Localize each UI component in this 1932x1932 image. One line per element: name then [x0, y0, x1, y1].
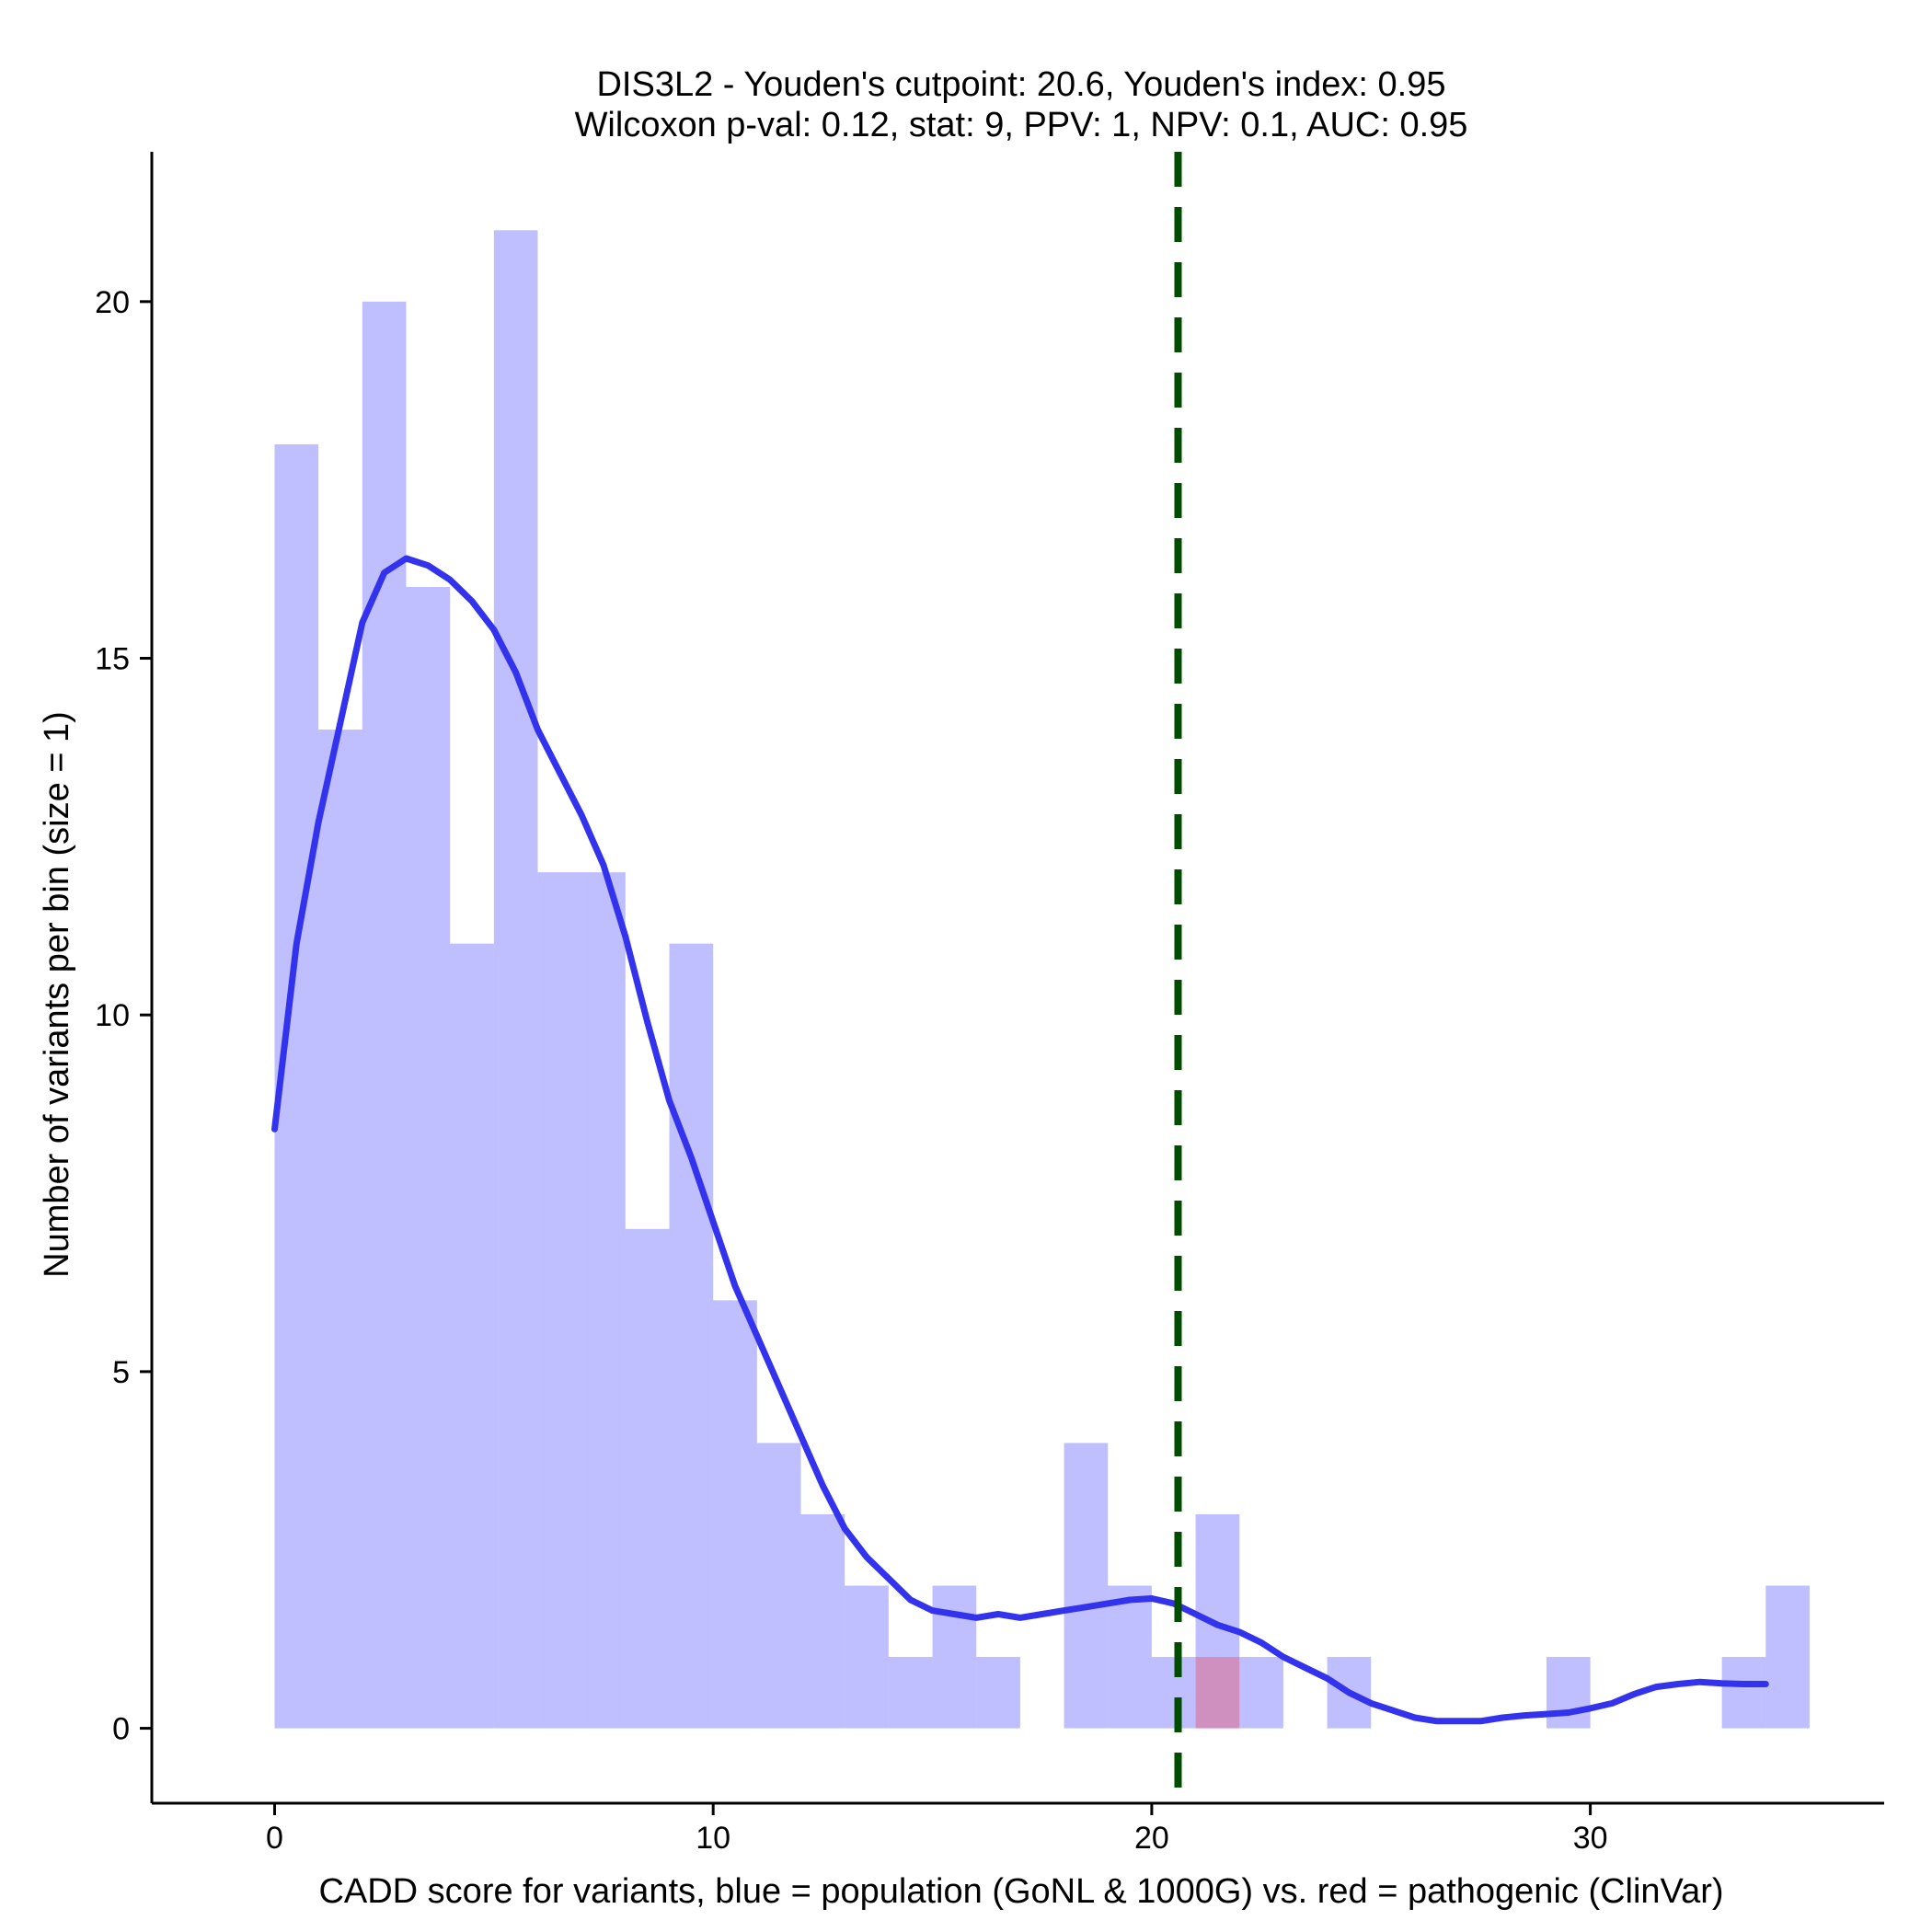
population-bar: [976, 1657, 1020, 1729]
y-tick-label: 10: [95, 998, 130, 1033]
chart-subtitle: Wilcoxon p-val: 0.12, stat: 9, PPV: 1, N…: [575, 106, 1468, 144]
x-tick-label: 30: [1573, 1821, 1608, 1856]
y-axis-ticks: 0 5 10 15 20: [95, 285, 152, 1747]
population-bar: [756, 1443, 801, 1729]
population-bar: [1546, 1657, 1591, 1729]
x-tick-label: 20: [1134, 1821, 1169, 1856]
y-axis-label: Number of variants per bin (size = 1): [38, 711, 76, 1278]
pathogenic-bar: [1195, 1657, 1240, 1729]
y-tick-label: 0: [112, 1712, 130, 1747]
chart-title: DIS3L2 - Youden's cutpoint: 20.6, Youden…: [596, 65, 1445, 104]
population-bar: [888, 1657, 933, 1729]
population-bar: [1239, 1657, 1283, 1729]
x-axis-ticks: 0 10 20 30: [266, 1803, 1608, 1856]
x-tick-label: 0: [266, 1821, 283, 1856]
population-bar: [845, 1585, 889, 1729]
population-bar: [318, 730, 362, 1729]
population-bar: [1765, 1585, 1810, 1729]
population-bar: [669, 943, 714, 1729]
population-bar: [713, 1300, 757, 1729]
population-bar: [1151, 1657, 1196, 1729]
population-bar: [362, 301, 407, 1729]
population-bar: [450, 943, 494, 1729]
y-tick-label: 20: [95, 285, 130, 320]
pathogenic-bars: [1195, 1657, 1240, 1729]
y-tick-label: 15: [95, 642, 130, 677]
population-bars: [274, 230, 1810, 1729]
population-bar: [625, 1228, 670, 1729]
population-bar: [493, 230, 538, 1729]
population-bar: [1721, 1657, 1766, 1729]
population-bar: [1108, 1585, 1152, 1729]
population-bar: [1064, 1443, 1109, 1729]
x-axis-label: CADD score for variants, blue = populati…: [318, 1872, 1723, 1911]
population-bar: [537, 872, 582, 1729]
population-bar: [581, 872, 626, 1729]
population-bar: [800, 1513, 845, 1729]
population-bar: [932, 1585, 977, 1729]
x-tick-label: 10: [696, 1821, 730, 1856]
y-tick-label: 5: [112, 1355, 130, 1390]
population-density-curve: [271, 555, 1769, 1725]
population-bar: [406, 586, 451, 1729]
